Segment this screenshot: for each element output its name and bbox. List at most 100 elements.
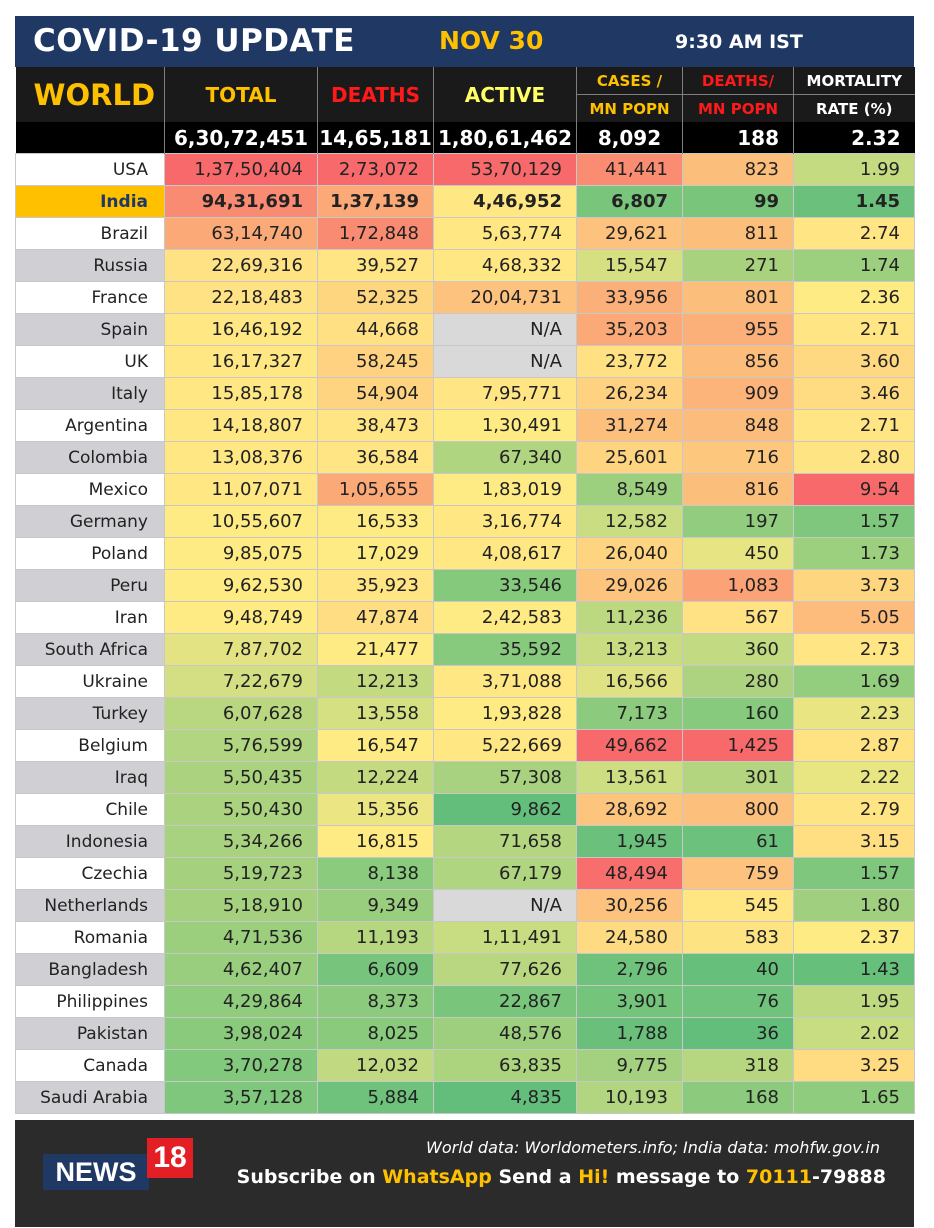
deaths-per-mn-cell: 301 [682, 761, 794, 794]
deaths-per-mn-cell: 280 [682, 665, 794, 698]
hi-text: Hi! [578, 1166, 610, 1188]
active-cell: 35,592 [433, 633, 577, 666]
active-cell: 7,95,771 [433, 377, 577, 410]
cases-per-mn-cell: 15,547 [576, 249, 683, 282]
country-name: Philippines [15, 985, 165, 1018]
mortality-cell: 1.73 [793, 537, 915, 570]
deaths-cell: 6,609 [317, 953, 434, 986]
total-cell: 14,18,807 [164, 409, 318, 442]
cases-per-mn-cell: 13,561 [576, 761, 683, 794]
cases-per-mn-cell: 3,901 [576, 985, 683, 1018]
cases-per-mn-cell: 31,274 [576, 409, 683, 442]
active-cell: 5,63,774 [433, 217, 577, 250]
cases-per-mn-cell: 29,621 [576, 217, 683, 250]
subscribe-text-1: Subscribe on [236, 1166, 383, 1188]
active-cell: 1,11,491 [433, 921, 577, 954]
total-cell: 5,50,430 [164, 793, 318, 826]
active-cell: 33,546 [433, 569, 577, 602]
col-total-header: TOTAL [164, 67, 318, 122]
country-name: USA [15, 153, 165, 186]
world-active: 1,80,61,462 [433, 122, 577, 154]
cases-per-mn-cell: 30,256 [576, 889, 683, 922]
active-cell: N/A [433, 345, 577, 378]
cases-per-mn-cell: 13,213 [576, 633, 683, 666]
country-name: Italy [15, 377, 165, 410]
deaths-cell: 12,213 [317, 665, 434, 698]
world-deaths-per-mn: 188 [682, 122, 794, 154]
total-cell: 9,62,530 [164, 569, 318, 602]
country-rows: USA 1,37,50,404 2,73,072 53,70,129 41,441 823… [15, 153, 915, 1114]
deaths-cell: 8,373 [317, 985, 434, 1018]
cases-per-mn-cell: 11,236 [576, 601, 683, 634]
cases-per-mn-cell: 26,040 [576, 537, 683, 570]
table-row: Italy 15,85,178 54,904 7,95,771 26,234 909 3.4… [15, 377, 915, 410]
cases-per-mn-cell: 2,796 [576, 953, 683, 986]
cases-per-mn-cell: 6,807 [576, 185, 683, 218]
deaths-per-mn-cell: 800 [682, 793, 794, 826]
active-cell: 3,71,088 [433, 665, 577, 698]
total-cell: 5,18,910 [164, 889, 318, 922]
table-row: South Africa 7,87,702 21,477 35,592 13,213 36… [15, 633, 915, 666]
cases-per-mn-cell: 33,956 [576, 281, 683, 314]
deaths-cell: 54,904 [317, 377, 434, 410]
country-name: Argentina [15, 409, 165, 442]
country-name: Germany [15, 505, 165, 538]
deaths-per-mn-cell: 716 [682, 441, 794, 474]
active-cell: 4,08,617 [433, 537, 577, 570]
deaths-cell: 1,72,848 [317, 217, 434, 250]
col-cases-per-mn-header-2: MN POPN [576, 94, 683, 122]
table-row: Czechia 5,19,723 8,138 67,179 48,494 759 1.57 [15, 857, 915, 890]
subscribe-text-3: message to [609, 1166, 746, 1188]
mortality-cell: 2.74 [793, 217, 915, 250]
mortality-cell: 2.36 [793, 281, 915, 314]
deaths-cell: 5,884 [317, 1081, 434, 1114]
deaths-per-mn-cell: 40 [682, 953, 794, 986]
deaths-cell: 15,356 [317, 793, 434, 826]
mortality-cell: 2.23 [793, 697, 915, 730]
deaths-cell: 38,473 [317, 409, 434, 442]
data-source-note: World data: Worldometers.info; India dat… [426, 1138, 880, 1157]
table-row: India 94,31,691 1,37,139 4,46,952 6,807 99 1.4… [15, 185, 915, 218]
mortality-cell: 2.79 [793, 793, 915, 826]
deaths-cell: 52,325 [317, 281, 434, 314]
country-name: Poland [15, 537, 165, 570]
deaths-per-mn-cell: 1,083 [682, 569, 794, 602]
deaths-per-mn-cell: 816 [682, 473, 794, 506]
table-row: Philippines 4,29,864 8,373 22,867 3,901 76 1.9… [15, 985, 915, 1018]
active-cell: 63,835 [433, 1049, 577, 1082]
mortality-cell: 1.95 [793, 985, 915, 1018]
table-row: Saudi Arabia 3,57,128 5,884 4,835 10,193 168 1… [15, 1081, 915, 1114]
deaths-per-mn-cell: 1,425 [682, 729, 794, 762]
deaths-cell: 1,37,139 [317, 185, 434, 218]
mortality-cell: 1.57 [793, 505, 915, 538]
active-cell: N/A [433, 889, 577, 922]
cases-per-mn-cell: 48,494 [576, 857, 683, 890]
country-name: Peru [15, 569, 165, 602]
subscribe-line: Subscribe on WhatsApp Send a Hi! message… [237, 1166, 886, 1188]
mortality-cell: 3.15 [793, 825, 915, 858]
logo-18-badge: 18 [147, 1138, 193, 1178]
active-cell: 5,22,669 [433, 729, 577, 762]
mortality-cell: 2.71 [793, 313, 915, 346]
country-name: Pakistan [15, 1017, 165, 1050]
cases-per-mn-cell: 28,692 [576, 793, 683, 826]
country-name: Spain [15, 313, 165, 346]
table-row: Argentina 14,18,807 38,473 1,30,491 31,274 84… [15, 409, 915, 442]
deaths-per-mn-cell: 197 [682, 505, 794, 538]
footer: NEWS 18 World data: Worldometers.info; I… [15, 1120, 914, 1227]
mortality-cell: 3.46 [793, 377, 915, 410]
deaths-cell: 39,527 [317, 249, 434, 282]
active-cell: 67,179 [433, 857, 577, 890]
active-cell: 2,42,583 [433, 601, 577, 634]
table-row: Poland 9,85,075 17,029 4,08,617 26,040 450 1.7… [15, 537, 915, 570]
cases-per-mn-cell: 7,173 [576, 697, 683, 730]
infographic-frame: COVID-19 UPDATE NOV 30 9:30 AM IST WORLD… [15, 16, 915, 1227]
whatsapp-number-prefix: 70111 [745, 1166, 812, 1188]
active-cell: 77,626 [433, 953, 577, 986]
deaths-per-mn-cell: 856 [682, 345, 794, 378]
subscribe-text-2: Send a [491, 1166, 579, 1188]
deaths-per-mn-cell: 955 [682, 313, 794, 346]
deaths-cell: 17,029 [317, 537, 434, 570]
table-row: Brazil 63,14,740 1,72,848 5,63,774 29,621 811… [15, 217, 915, 250]
deaths-per-mn-cell: 160 [682, 697, 794, 730]
